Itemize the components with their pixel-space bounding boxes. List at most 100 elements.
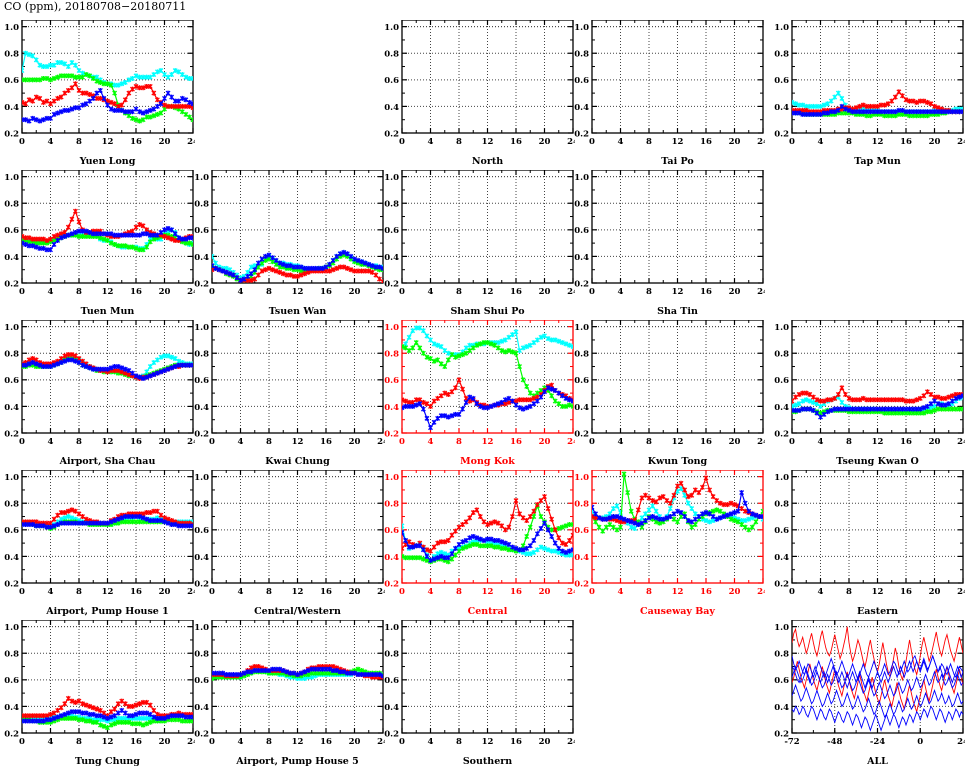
svg-text:4: 4 <box>238 737 244 747</box>
svg-text:0.2: 0.2 <box>4 279 19 289</box>
svg-text:0.8: 0.8 <box>384 200 399 210</box>
plot-panel-kwun-tong: 0.2 0.4 0.6 0.8 1.0 0 4 8 12 16 20 24 Kwun Tong <box>570 320 765 473</box>
svg-text:8: 8 <box>456 437 462 447</box>
panel-title: Sha Tin <box>657 306 698 317</box>
svg-text:16: 16 <box>130 287 142 297</box>
svg-text:0: 0 <box>789 137 795 147</box>
svg-text:4: 4 <box>818 137 824 147</box>
svg-text:4: 4 <box>238 437 244 447</box>
svg-text:20: 20 <box>159 287 171 297</box>
svg-text:0.8: 0.8 <box>774 650 789 660</box>
svg-text:20: 20 <box>349 737 361 747</box>
svg-text:0: 0 <box>209 437 215 447</box>
plot-panel-central-western: 0.2 0.4 0.6 0.8 1.0 0 4 8 12 16 20 24 Central/Wester… <box>190 470 385 623</box>
svg-text:0.6: 0.6 <box>774 76 789 86</box>
svg-text:0.6: 0.6 <box>4 526 19 536</box>
svg-text:8: 8 <box>456 587 462 597</box>
svg-text:0.6: 0.6 <box>194 226 209 236</box>
svg-text:0: 0 <box>399 287 405 297</box>
panel-title: Tsuen Wan <box>268 306 327 317</box>
svg-text:8: 8 <box>76 737 82 747</box>
panel-title: Tai Po <box>661 156 694 167</box>
svg-text:4: 4 <box>238 287 244 297</box>
svg-text:12: 12 <box>672 437 684 447</box>
svg-text:0.4: 0.4 <box>4 553 19 563</box>
svg-text:12: 12 <box>872 137 884 147</box>
svg-text:0.6: 0.6 <box>574 376 589 386</box>
figure-canvas: CO (ppm), 20180708−20180711 0.2 0.4 0.6 0.8… <box>4 0 965 767</box>
panel-title: Yuen Long <box>79 156 136 167</box>
svg-text:0.2: 0.2 <box>194 279 209 289</box>
svg-text:0.6: 0.6 <box>574 226 589 236</box>
svg-text:0: 0 <box>19 287 25 297</box>
svg-text:1.0: 1.0 <box>194 173 209 183</box>
panel-title: North <box>471 156 504 167</box>
svg-text:0.2: 0.2 <box>574 279 589 289</box>
svg-text:8: 8 <box>76 587 82 597</box>
svg-text:12: 12 <box>102 137 114 147</box>
svg-text:0.4: 0.4 <box>774 703 789 713</box>
svg-text:0: 0 <box>789 587 795 597</box>
svg-text:0.6: 0.6 <box>384 226 399 236</box>
svg-text:20: 20 <box>729 587 741 597</box>
svg-text:0.2: 0.2 <box>384 429 399 439</box>
svg-text:1.0: 1.0 <box>384 473 399 483</box>
svg-text:16: 16 <box>510 587 522 597</box>
svg-text:4: 4 <box>428 587 434 597</box>
panel-title: Kwun Tong <box>647 456 708 467</box>
svg-text:0.6: 0.6 <box>4 376 19 386</box>
svg-text:0: 0 <box>589 437 595 447</box>
svg-text:1.0: 1.0 <box>774 23 789 33</box>
svg-text:0.8: 0.8 <box>4 350 19 360</box>
svg-text:24: 24 <box>757 287 765 297</box>
svg-text:16: 16 <box>320 287 332 297</box>
svg-text:4: 4 <box>618 137 624 147</box>
svg-text:0: 0 <box>209 587 215 597</box>
svg-text:4: 4 <box>618 437 624 447</box>
svg-text:0.6: 0.6 <box>574 76 589 86</box>
svg-text:24: 24 <box>377 287 385 297</box>
svg-text:0.6: 0.6 <box>384 76 399 86</box>
svg-text:0.8: 0.8 <box>384 500 399 510</box>
plot-panel-sha-tin: 0.2 0.4 0.6 0.8 1.0 0 4 8 12 16 20 24 Sha Tin <box>570 170 765 323</box>
svg-text:8: 8 <box>456 137 462 147</box>
svg-text:24: 24 <box>757 137 765 147</box>
svg-text:1.0: 1.0 <box>4 623 19 633</box>
svg-text:20: 20 <box>929 137 941 147</box>
plot-panel-sham-shui-po: 0.2 0.4 0.6 0.8 1.0 0 4 8 12 16 20 24 Sham Shui Po <box>380 170 575 323</box>
svg-text:0.8: 0.8 <box>384 650 399 660</box>
svg-text:1.0: 1.0 <box>574 473 589 483</box>
svg-text:0.4: 0.4 <box>384 703 399 713</box>
svg-text:20: 20 <box>159 137 171 147</box>
svg-text:0.6: 0.6 <box>4 76 19 86</box>
panel-title: Airport, Pump House 5 <box>236 756 359 767</box>
svg-text:24: 24 <box>957 587 965 597</box>
svg-text:12: 12 <box>482 287 494 297</box>
svg-text:20: 20 <box>539 737 551 747</box>
svg-text:0.2: 0.2 <box>574 579 589 589</box>
svg-text:0.6: 0.6 <box>574 526 589 536</box>
svg-text:0: 0 <box>19 737 25 747</box>
svg-text:20: 20 <box>729 437 741 447</box>
svg-text:12: 12 <box>102 737 114 747</box>
svg-text:0.4: 0.4 <box>4 103 19 113</box>
svg-text:0.2: 0.2 <box>774 429 789 439</box>
svg-text:0: 0 <box>19 587 25 597</box>
svg-text:20: 20 <box>539 587 551 597</box>
panel-title: Tuen Mun <box>80 306 135 317</box>
svg-text:1.0: 1.0 <box>384 23 399 33</box>
svg-text:0.4: 0.4 <box>4 703 19 713</box>
svg-text:16: 16 <box>900 437 912 447</box>
svg-text:0: 0 <box>399 587 405 597</box>
svg-text:1.0: 1.0 <box>574 323 589 333</box>
svg-text:24: 24 <box>957 737 965 747</box>
panel-title: Tseung Kwan O <box>836 456 919 467</box>
panel-title: Airport, Sha Chau <box>59 456 156 467</box>
svg-text:4: 4 <box>48 587 54 597</box>
svg-text:0.8: 0.8 <box>194 200 209 210</box>
svg-text:4: 4 <box>618 587 624 597</box>
svg-text:0.4: 0.4 <box>574 403 589 413</box>
panel-title: Airport, Pump House 1 <box>46 606 169 617</box>
svg-text:0.8: 0.8 <box>194 500 209 510</box>
svg-text:1.0: 1.0 <box>194 623 209 633</box>
